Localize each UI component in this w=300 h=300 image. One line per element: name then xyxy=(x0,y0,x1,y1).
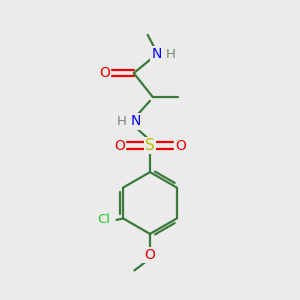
Text: O: O xyxy=(114,139,125,153)
Text: H: H xyxy=(165,47,175,61)
Text: H: H xyxy=(116,115,126,128)
Text: S: S xyxy=(145,138,155,153)
Text: N: N xyxy=(151,47,162,61)
Text: N: N xyxy=(131,114,141,128)
Text: Cl: Cl xyxy=(97,213,110,226)
Text: O: O xyxy=(145,248,155,262)
Text: O: O xyxy=(99,66,110,80)
Text: O: O xyxy=(175,139,186,153)
